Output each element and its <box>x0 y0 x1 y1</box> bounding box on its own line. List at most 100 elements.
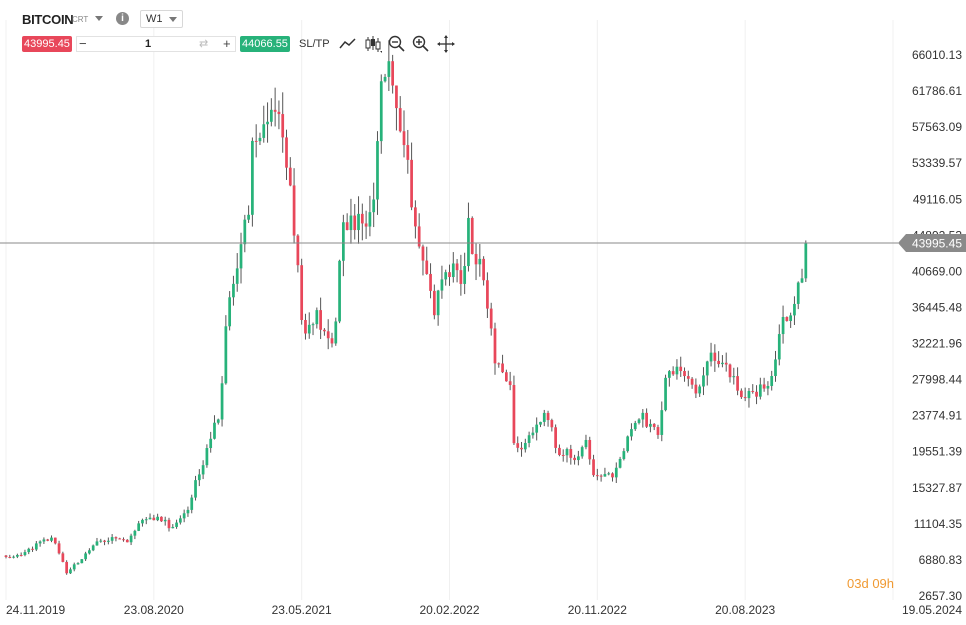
candle-body <box>387 61 391 77</box>
candle-body <box>436 290 440 316</box>
candle-body <box>84 553 87 560</box>
candle-body <box>209 438 213 449</box>
sl-tp-button[interactable]: SL/TP <box>299 38 330 50</box>
candle-body <box>512 385 516 444</box>
candle-body <box>607 473 611 475</box>
candle-body <box>8 556 12 558</box>
candle-body <box>535 424 539 433</box>
candle-body <box>273 109 277 112</box>
candle-body <box>698 386 702 394</box>
candle-body <box>664 377 667 411</box>
candle-body <box>766 385 770 389</box>
symbol-type: CRT <box>72 15 89 24</box>
candle-body <box>451 263 455 278</box>
candle-body <box>470 217 474 254</box>
quantity-input[interactable]: 1 <box>145 38 152 50</box>
candle-body <box>288 167 292 186</box>
candle-body <box>630 429 633 437</box>
candle-body <box>432 290 436 316</box>
candle-body <box>398 108 402 132</box>
candle-body <box>690 378 694 385</box>
candle-body <box>577 456 580 461</box>
candle-body <box>796 282 800 304</box>
candle-body <box>349 215 353 231</box>
candle-body <box>103 540 106 542</box>
y-tick-label: 32221.96 <box>912 337 962 351</box>
candle-body <box>34 543 38 550</box>
candle-body <box>463 266 467 284</box>
candle-body <box>368 212 372 227</box>
candle-body <box>300 265 304 321</box>
candle-body <box>501 363 504 373</box>
candle-body <box>758 384 762 397</box>
candle-body <box>736 376 739 391</box>
candle-body <box>478 258 482 265</box>
current-price-badge <box>898 233 966 252</box>
candle-body <box>793 303 796 316</box>
zoom-in-icon[interactable] <box>411 34 431 54</box>
candle-body <box>550 420 554 428</box>
candle-body <box>179 518 182 523</box>
decrease-quantity-button[interactable]: − <box>79 36 87 51</box>
candle-body <box>247 214 250 220</box>
candle-body <box>626 436 630 452</box>
y-tick-label: 40669.00 <box>912 264 962 278</box>
quantity-stepper[interactable]: − 1 ⇄ + <box>76 36 236 52</box>
candle-body <box>125 539 129 543</box>
candle-body <box>675 366 679 375</box>
buy-button[interactable]: 44066.55 <box>240 36 290 52</box>
candle-body <box>762 384 766 389</box>
move-icon[interactable] <box>436 34 456 54</box>
candle-body <box>717 360 720 365</box>
candle-body <box>652 423 656 428</box>
candle-body <box>99 540 103 542</box>
candle-body <box>497 363 501 365</box>
symbol-dropdown-icon[interactable] <box>95 16 103 21</box>
candle-body <box>671 371 675 375</box>
line-chart-icon[interactable] <box>338 34 358 54</box>
candle-body <box>614 467 618 478</box>
candle-body <box>353 215 357 231</box>
y-tick-label: 61786.61 <box>912 84 962 98</box>
sell-button[interactable]: 43995.45 <box>22 36 72 52</box>
candle-body <box>740 390 743 398</box>
x-tick-label: 20.02.2022 <box>419 603 479 617</box>
y-tick-label: 53339.57 <box>912 156 962 170</box>
swap-icon[interactable]: ⇄ <box>199 38 209 50</box>
info-icon[interactable]: i <box>116 12 129 25</box>
candle-body <box>410 159 413 208</box>
candle-body <box>633 422 637 430</box>
candle-body <box>467 217 470 267</box>
candle-body <box>129 535 133 543</box>
candle-body <box>565 449 569 456</box>
candlestick-icon[interactable] <box>363 34 383 54</box>
candle-body <box>194 480 197 498</box>
candle-body <box>95 541 99 546</box>
zoom-out-icon[interactable] <box>387 34 407 54</box>
candle-body <box>122 539 125 541</box>
candle-body <box>523 442 527 450</box>
candle-body <box>448 272 451 278</box>
candle-body <box>292 185 296 236</box>
candle-body <box>232 283 235 298</box>
candle-body <box>777 334 781 360</box>
candle-body <box>175 522 178 527</box>
candle-body <box>345 222 349 231</box>
candle-body <box>391 61 395 86</box>
candle-body <box>679 366 683 372</box>
candle-body <box>789 315 793 321</box>
candle-body <box>683 371 686 377</box>
candle-body <box>580 447 584 457</box>
timeframe-select[interactable]: W1 <box>140 10 183 28</box>
candle-body <box>645 412 648 427</box>
candle-body <box>205 448 209 466</box>
candle-body <box>69 569 72 574</box>
symbol-name[interactable]: BITCOIN <box>22 12 74 27</box>
candle-body <box>459 270 463 284</box>
candle-body <box>667 371 671 378</box>
candle-body <box>486 280 489 309</box>
candle-body <box>406 145 410 160</box>
increase-quantity-button[interactable]: + <box>223 36 231 51</box>
